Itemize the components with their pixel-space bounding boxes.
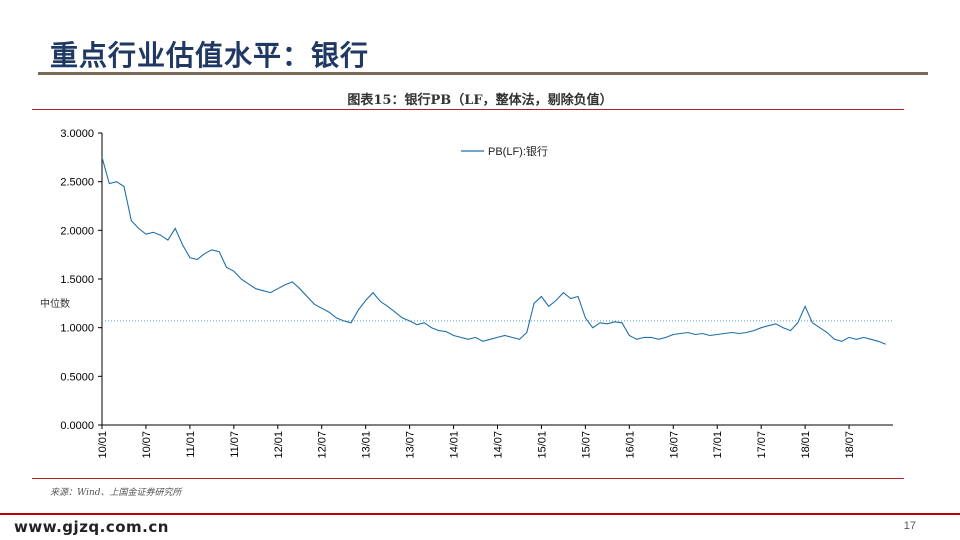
median-label: 中位数 — [40, 297, 70, 310]
slide-title: 重点行业估值水平：银行 — [50, 39, 370, 72]
x-tick-label: 11/01 — [185, 431, 197, 458]
x-tick-label: 18/01 — [800, 431, 812, 459]
footer-band — [0, 513, 960, 515]
x-tick-label: 14/01 — [449, 431, 461, 459]
y-tick-label: 1.5000 — [60, 274, 94, 286]
x-axis-ticks: 10/01 10/07 11/01 11/07 12/01 12/07 13/01 13/07… — [97, 425, 856, 459]
source-note: 来源：Wind、上国金证券研究所 — [50, 488, 182, 498]
y-tick-label: 0.0000 — [60, 420, 94, 432]
figure-top-rule — [32, 109, 904, 110]
x-tick-label: 16/07 — [668, 431, 680, 459]
x-tick-label: 10/07 — [141, 431, 153, 459]
x-tick-label: 17/07 — [756, 431, 768, 459]
x-tick-label: 12/01 — [273, 431, 285, 459]
chart-axes — [101, 133, 893, 426]
series-line-pb-lf — [101, 157, 886, 345]
legend-label: PB(LF):银行 — [488, 144, 548, 158]
x-tick-label: 12/07 — [317, 431, 329, 459]
x-tick-label: 15/01 — [536, 431, 548, 459]
y-tick-label: 3.0000 — [60, 128, 94, 140]
y-tick-label: 2.5000 — [60, 177, 94, 189]
x-tick-label: 15/07 — [580, 431, 592, 459]
chart-legend: PB(LF):银行 — [461, 144, 548, 158]
y-tick-label: 1.0000 — [60, 323, 94, 335]
x-tick-label: 14/07 — [493, 431, 505, 459]
y-axis-ticks: 0.0000 0.5000 1.0000 1.5000 2.0000 2.5000 3.00… — [60, 128, 102, 432]
x-tick-label: 18/07 — [844, 431, 856, 459]
y-tick-label: 0.5000 — [60, 371, 94, 383]
x-tick-label: 16/01 — [624, 431, 636, 459]
x-tick-label: 13/01 — [361, 431, 373, 459]
y-tick-label: 2.0000 — [60, 225, 94, 237]
figure-bottom-rule — [32, 478, 904, 479]
x-tick-label: 17/01 — [712, 431, 724, 459]
figure-title: 图表15：银行PB（LF，整体法，剔除负值） — [347, 93, 613, 108]
page-number: 17 — [903, 520, 916, 532]
x-tick-label: 11/07 — [229, 431, 241, 458]
site-watermark: www.gjzq.com.cn — [14, 518, 169, 536]
title-divider — [38, 72, 928, 75]
x-tick-label: 10/01 — [97, 431, 109, 459]
x-tick-label: 13/07 — [405, 431, 417, 459]
